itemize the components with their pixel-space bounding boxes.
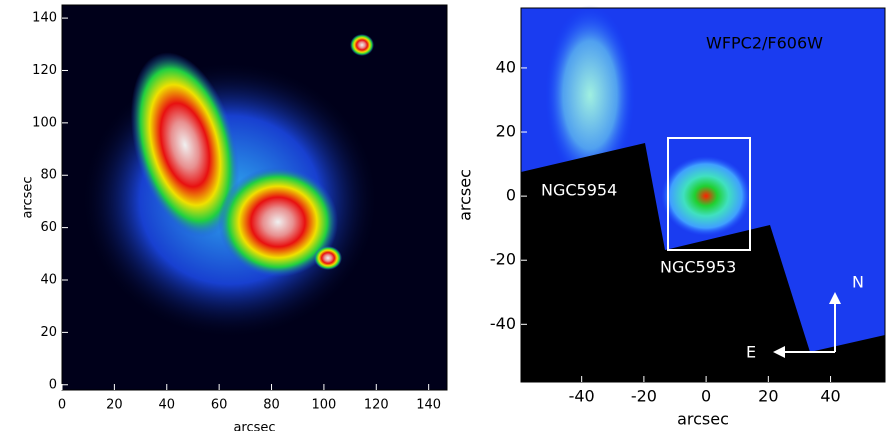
y-tick-label: 140: [32, 11, 57, 26]
y-tick-label: 40: [40, 273, 57, 288]
x-axis-label: arcsec: [233, 421, 275, 432]
left-image: [62, 5, 447, 390]
y-tick-label: 20: [40, 325, 57, 340]
y-tick-label: 40: [496, 57, 516, 76]
y-axis-label: arcsec: [456, 169, 475, 221]
annotation: N: [852, 273, 864, 292]
x-tick-label: 40: [820, 387, 840, 406]
x-tick-label: 20: [758, 387, 778, 406]
annotation: WFPC2/F606W: [706, 34, 823, 53]
x-tick-label: 60: [211, 398, 228, 413]
y-tick-label: 120: [32, 63, 57, 78]
y-tick-label: 80: [40, 168, 57, 183]
y-tick-label: 100: [32, 115, 57, 130]
x-tick-label: 80: [263, 398, 280, 413]
arrow-head: [829, 292, 841, 304]
x-axis-label: arcsec: [677, 410, 729, 429]
x-tick-label: -40: [569, 387, 595, 406]
y-tick-label: 0: [49, 377, 57, 392]
arrow-head: [773, 346, 785, 358]
y-tick-label: -40: [490, 314, 516, 333]
plot-frame: [61, 4, 448, 391]
annotation: NGC5953: [660, 258, 736, 277]
y-tick-label: 20: [496, 122, 516, 141]
x-tick-label: 120: [364, 398, 389, 413]
y-tick-label: 0: [506, 186, 516, 205]
mask: [521, 143, 885, 382]
x-tick-label: -20: [631, 387, 657, 406]
galaxy: [545, 5, 635, 185]
star: [314, 246, 342, 270]
x-tick-label: 40: [158, 398, 175, 413]
x-tick-label: 0: [58, 398, 66, 413]
y-tick-label: -20: [490, 250, 516, 269]
x-tick-label: 0: [701, 387, 711, 406]
x-tick-label: 140: [416, 398, 441, 413]
annotation: E: [746, 343, 756, 362]
y-axis-label: arcsec: [21, 176, 36, 218]
galaxy: [130, 52, 240, 238]
galaxy: [218, 167, 338, 277]
x-tick-label: 20: [106, 398, 123, 413]
x-tick-label: 100: [311, 398, 336, 413]
y-tick-label: 60: [40, 220, 57, 235]
annotation: NGC5954: [541, 181, 617, 200]
galaxy: [661, 156, 751, 236]
star: [350, 34, 374, 56]
plot-frame: [520, 7, 886, 383]
right-image: WFPC2/F606W NGC5954 NGC5953 N E: [521, 5, 885, 382]
zoom-box: [667, 137, 751, 251]
